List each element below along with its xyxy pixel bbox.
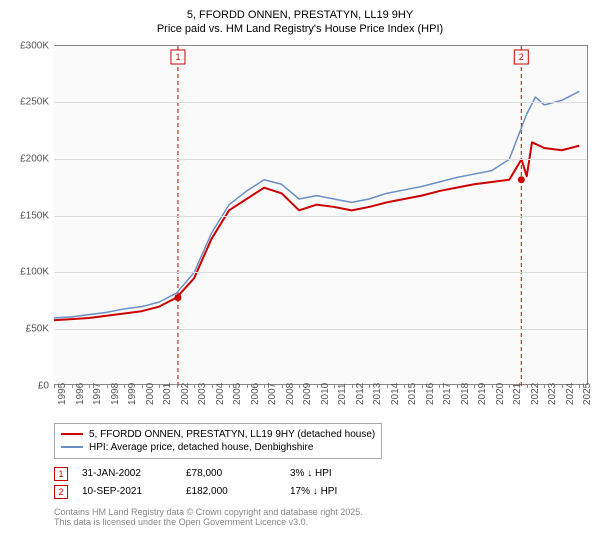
x-axis-label: 1998 (110, 382, 121, 404)
x-axis-label: 1999 (127, 382, 138, 404)
marker-price: £78,000 (186, 468, 276, 479)
marker-badge: 1 (54, 467, 68, 481)
marker-date: 10-SEP-2021 (82, 486, 172, 497)
y-axis-label: £300K (9, 40, 49, 51)
x-axis-label: 2016 (425, 382, 436, 404)
x-axis-label: 1996 (75, 382, 86, 404)
x-axis-label: 2002 (180, 382, 191, 404)
marker-table-row: 1 31-JAN-2002 £78,000 3% ↓ HPI (54, 465, 588, 483)
x-axis-label: 2011 (337, 383, 348, 405)
svg-text:2: 2 (519, 52, 524, 62)
legend: 5, FFORDD ONNEN, PRESTATYN, LL19 9HY (de… (54, 423, 382, 459)
footer: Contains HM Land Registry data © Crown c… (54, 507, 588, 529)
x-axis-label: 2007 (267, 382, 278, 404)
title-line-2: Price paid vs. HM Land Registry's House … (12, 22, 588, 36)
legend-item: HPI: Average price, detached house, Denb… (61, 441, 375, 454)
marker-delta: 17% ↓ HPI (290, 486, 380, 497)
chart-container: 5, FFORDD ONNEN, PRESTATYN, LL19 9HY Pri… (0, 0, 600, 560)
chart-area: 12 £0£50K£100K£150K£200K£250K£300K199519… (54, 45, 588, 385)
marker-price: £182,000 (186, 486, 276, 497)
x-axis-label: 2005 (232, 382, 243, 404)
svg-text:1: 1 (175, 52, 180, 62)
marker-badge: 2 (54, 485, 68, 499)
legend-swatch (61, 446, 83, 448)
footer-line-2: This data is licensed under the Open Gov… (54, 517, 588, 528)
y-axis-label: £150K (9, 210, 49, 221)
x-axis-label: 2023 (547, 382, 558, 404)
x-axis-label: 2012 (355, 382, 366, 404)
x-axis-label: 2018 (460, 382, 471, 404)
x-axis-label: 1997 (92, 382, 103, 404)
x-axis-label: 1995 (57, 382, 68, 404)
x-axis-label: 2001 (162, 382, 173, 404)
legend-item: 5, FFORDD ONNEN, PRESTATYN, LL19 9HY (de… (61, 428, 375, 441)
y-axis-label: £0 (9, 380, 49, 391)
x-axis-label: 2022 (530, 382, 541, 404)
x-axis-label: 2025 (582, 382, 593, 404)
y-axis-label: £100K (9, 267, 49, 278)
x-axis-label: 2009 (302, 382, 313, 404)
x-axis-label: 2019 (477, 382, 488, 404)
x-axis-label: 2008 (285, 382, 296, 404)
y-axis-label: £250K (9, 97, 49, 108)
title-block: 5, FFORDD ONNEN, PRESTATYN, LL19 9HY Pri… (12, 8, 588, 37)
x-axis-label: 2020 (495, 382, 506, 404)
footer-line-1: Contains HM Land Registry data © Crown c… (54, 507, 588, 518)
x-axis-label: 2021 (512, 382, 523, 404)
marker-table-row: 2 10-SEP-2021 £182,000 17% ↓ HPI (54, 483, 588, 501)
legend-label: HPI: Average price, detached house, Denb… (89, 442, 313, 453)
x-axis-label: 2000 (145, 382, 156, 404)
x-axis-label: 2015 (407, 382, 418, 404)
x-axis-label: 2010 (320, 382, 331, 404)
title-line-1: 5, FFORDD ONNEN, PRESTATYN, LL19 9HY (12, 8, 588, 22)
legend-swatch (61, 433, 83, 435)
marker-delta: 3% ↓ HPI (290, 468, 380, 479)
marker-date: 31-JAN-2002 (82, 468, 172, 479)
y-axis-label: £200K (9, 153, 49, 164)
x-axis-label: 2017 (442, 382, 453, 404)
x-axis-label: 2006 (250, 382, 261, 404)
y-axis-label: £50K (9, 323, 49, 334)
x-axis-label: 2003 (197, 382, 208, 404)
x-axis-label: 2014 (390, 382, 401, 404)
x-axis-label: 2013 (372, 382, 383, 404)
marker-table: 1 31-JAN-2002 £78,000 3% ↓ HPI 2 10-SEP-… (54, 465, 588, 501)
x-axis-label: 2024 (565, 382, 576, 404)
legend-label: 5, FFORDD ONNEN, PRESTATYN, LL19 9HY (de… (89, 429, 375, 440)
x-axis-label: 2004 (215, 382, 226, 404)
